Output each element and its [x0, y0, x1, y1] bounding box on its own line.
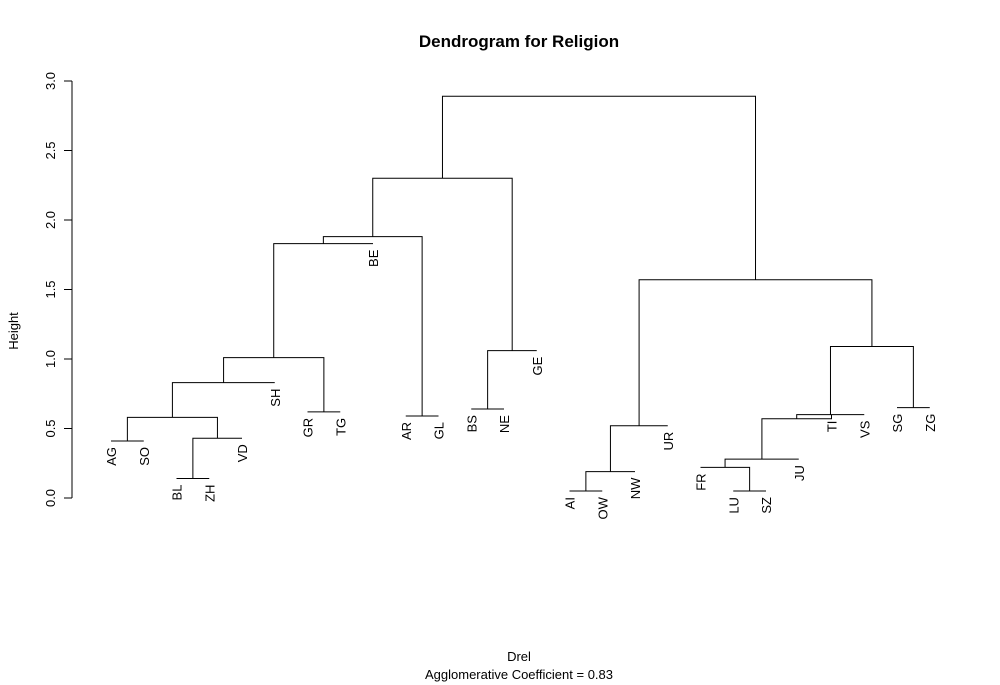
leaf-label-zh: ZH [202, 485, 217, 502]
y-tick-label: 2.0 [43, 211, 58, 229]
merge-branch-11 [487, 350, 537, 410]
merge-branch-3 [126, 416, 218, 442]
leaf-label-gl: GL [432, 422, 447, 439]
leaf-label-ju: JU [792, 465, 807, 481]
merge-branch-15 [609, 425, 668, 472]
agglomerative-coefficient-label: Agglomerative Coefficient = 0.83 [425, 667, 613, 682]
dendrogram-branches [111, 95, 930, 492]
leaf-label-ne: NE [497, 415, 512, 433]
merge-branch-24 [441, 95, 757, 280]
leaf-labels: AG SO BL ZH VD SH GR TG BE AR GL BS NE GE AI OW NW UR FR LU… [104, 249, 938, 519]
leaf-label-ai: AI [563, 497, 578, 509]
leaf-label-sg: SG [890, 414, 905, 433]
y-tick-label: 3.0 [43, 72, 58, 90]
merge-branch-4 [171, 382, 275, 418]
y-axis: 0.0 0.5 1.0 1.5 2.0 2.5 3.0 [43, 72, 73, 507]
merge-branch-22 [829, 345, 914, 415]
leaf-label-fr: FR [694, 473, 709, 490]
leaf-label-gr: GR [301, 418, 316, 438]
y-tick-label: 0.5 [43, 419, 58, 437]
merge-branch-18 [724, 458, 799, 468]
merge-branch-23 [638, 279, 873, 426]
y-tick-label: 1.5 [43, 280, 58, 298]
leaf-label-ow: OW [595, 496, 610, 519]
leaf-label-vs: VS [857, 420, 872, 438]
leaf-label-tg: TG [333, 418, 348, 436]
leaf-label-ur: UR [661, 432, 676, 451]
merge-branch-17 [700, 466, 751, 492]
y-tick-label: 2.5 [43, 141, 58, 159]
leaf-label-sh: SH [268, 389, 283, 407]
merge-branch-7 [273, 243, 373, 358]
leaf-label-vd: VD [235, 444, 250, 462]
leaf-label-be: BE [366, 249, 381, 267]
merge-branch-2 [192, 437, 242, 479]
leaf-label-zg: ZG [923, 414, 938, 432]
merge-branch-14 [585, 471, 635, 492]
leaf-label-bs: BS [464, 415, 479, 433]
leaf-label-so: SO [137, 447, 152, 466]
x-axis-label: Drel [507, 649, 531, 664]
leaf-label-ag: AG [104, 447, 119, 466]
leaf-label-lu: LU [726, 497, 741, 514]
y-axis-label: Height [6, 312, 21, 350]
y-tick-label: 0.0 [43, 489, 58, 507]
leaf-label-bl: BL [170, 485, 185, 501]
leaf-label-ti: TI [825, 421, 840, 433]
merge-branch-20 [796, 414, 865, 419]
leaf-label-ge: GE [530, 356, 545, 375]
y-tick-label: 1.0 [43, 350, 58, 368]
leaf-label-sz: SZ [759, 497, 774, 514]
merge-branch-19 [761, 414, 832, 460]
leaf-label-ar: AR [399, 422, 414, 440]
chart-title: Dendrogram for Religion [419, 32, 619, 51]
merge-branch-12 [372, 177, 513, 351]
leaf-label-nw: NW [628, 477, 643, 499]
